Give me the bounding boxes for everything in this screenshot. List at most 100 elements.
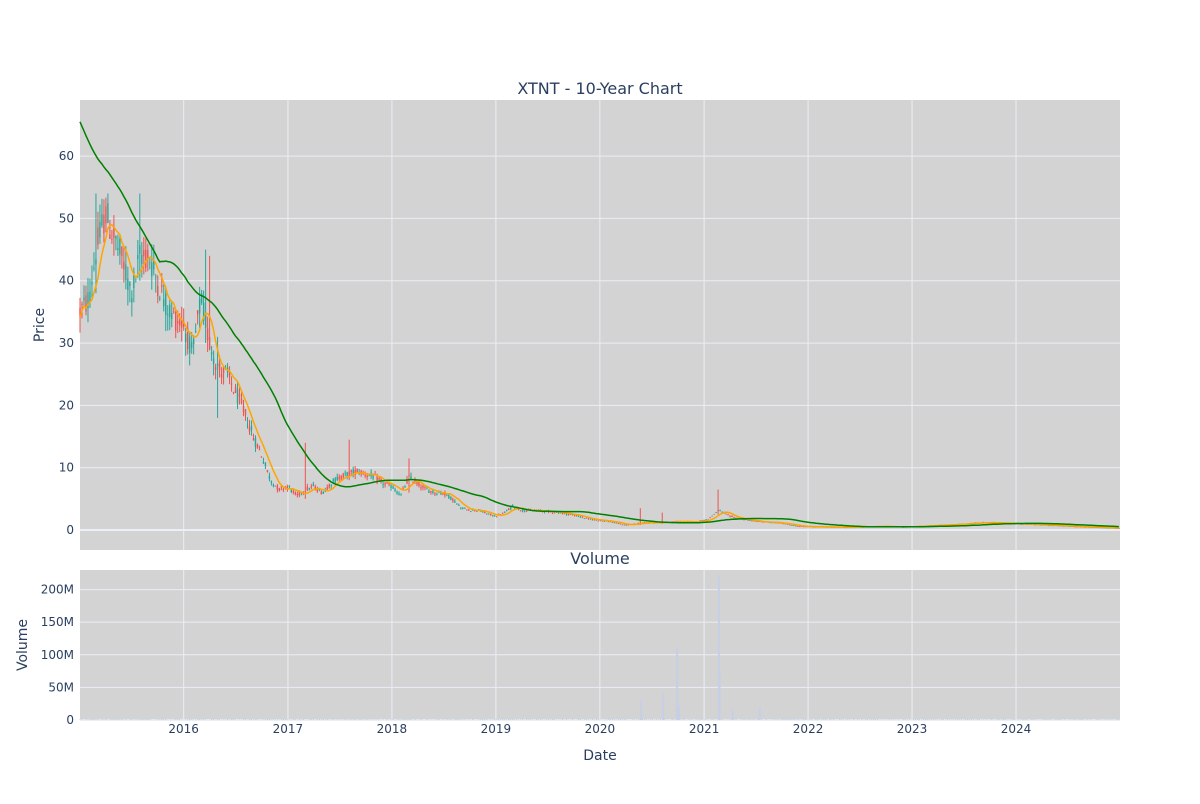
- candle-body: [137, 255, 138, 259]
- candle-body: [175, 312, 176, 331]
- volume-bar: [97, 719, 98, 720]
- candle-body: [189, 337, 190, 353]
- volume-bar: [271, 719, 272, 720]
- candle-body: [372, 475, 373, 478]
- volume-bar: [494, 719, 495, 720]
- candle-body: [717, 510, 718, 511]
- candle-body: [757, 521, 758, 522]
- volume-bar: [1036, 719, 1037, 720]
- volume-bar: [634, 719, 635, 720]
- volume-bar: [277, 719, 278, 720]
- candle-body: [492, 515, 493, 516]
- volume-bar: [839, 719, 840, 720]
- volume-bar: [985, 719, 986, 720]
- volume-bar: [243, 719, 244, 720]
- volume-bar: [620, 719, 621, 720]
- candle-body: [333, 479, 334, 481]
- volume-bar: [668, 719, 669, 720]
- volume-bar: [705, 719, 706, 720]
- candle-body: [382, 484, 383, 485]
- candle-body: [526, 510, 527, 511]
- volume-bar: [1022, 719, 1023, 720]
- volume-spike-bar: [732, 710, 734, 720]
- candle-body: [620, 524, 621, 525]
- candle-body: [460, 508, 461, 509]
- candle-body: [366, 476, 367, 477]
- volume-bar: [909, 719, 910, 720]
- candle-body: [484, 512, 485, 513]
- candle-body: [719, 510, 720, 511]
- volume-bar: [87, 719, 88, 720]
- candle-body: [283, 489, 284, 490]
- candle-body: [245, 409, 246, 415]
- candle-body: [496, 517, 497, 518]
- volume-bar: [899, 719, 900, 720]
- volume-bar: [845, 719, 846, 720]
- volume-bar: [341, 719, 342, 720]
- volume-bar: [691, 719, 692, 720]
- volume-bar: [973, 719, 974, 720]
- volume-bar: [344, 719, 345, 720]
- volume-bar: [590, 719, 591, 720]
- volume-bar: [111, 719, 112, 720]
- candle-body: [488, 514, 489, 515]
- candle-body: [237, 389, 238, 403]
- candle-body: [83, 297, 84, 300]
- volume-bar: [526, 719, 527, 720]
- volume-bar: [781, 719, 782, 720]
- volume-bar: [442, 719, 443, 720]
- volume-bar: [775, 719, 776, 720]
- candle-body: [143, 250, 144, 256]
- volume-bar: [779, 719, 780, 720]
- volume-bar: [1104, 719, 1105, 720]
- candle-body: [129, 282, 130, 286]
- volume-bar: [309, 719, 310, 720]
- volume-bar: [1032, 719, 1033, 720]
- volume-bar: [949, 719, 950, 720]
- volume-bar: [1050, 719, 1051, 720]
- volume-bar: [961, 719, 962, 720]
- volume-bar: [935, 719, 936, 720]
- candle-body: [490, 514, 491, 515]
- volume-bar: [376, 719, 377, 720]
- volume-bar: [831, 719, 832, 720]
- candle-body: [119, 239, 120, 254]
- volume-bar: [1001, 719, 1002, 720]
- x-tick-label: 2020: [585, 722, 616, 736]
- candle-body: [520, 511, 521, 512]
- volume-bar: [263, 719, 264, 720]
- volume-bar: [803, 719, 804, 720]
- volume-bar: [275, 719, 276, 720]
- x-tick-label: 2017: [273, 722, 304, 736]
- candle-body: [506, 510, 507, 511]
- candle-body: [376, 476, 377, 481]
- volume-bar: [273, 719, 274, 720]
- volume-bar: [464, 719, 465, 720]
- volume-bar: [532, 719, 533, 720]
- price-y-tick-label: 50: [59, 211, 74, 225]
- volume-bar: [1080, 719, 1081, 720]
- volume-bar: [943, 719, 944, 720]
- candle-body: [321, 492, 322, 494]
- volume-bar: [841, 719, 842, 720]
- candle-body: [161, 285, 162, 287]
- candle-body: [179, 320, 180, 326]
- candle-body: [217, 364, 218, 367]
- candle-body: [412, 482, 413, 483]
- volume-bar: [905, 719, 906, 720]
- volume-bar: [857, 719, 858, 720]
- volume-bar: [889, 719, 890, 720]
- volume-bar: [1042, 719, 1043, 720]
- volume-bar: [1012, 719, 1013, 720]
- candle-body: [279, 488, 280, 491]
- volume-bar: [919, 719, 920, 720]
- volume-bar: [797, 719, 798, 720]
- volume-bar: [819, 719, 820, 720]
- volume-bar: [829, 719, 830, 720]
- candle-body: [171, 313, 172, 319]
- candle-body: [624, 525, 625, 526]
- volume-bar: [931, 719, 932, 720]
- volume-bar: [941, 719, 942, 720]
- volume-bar: [648, 719, 649, 720]
